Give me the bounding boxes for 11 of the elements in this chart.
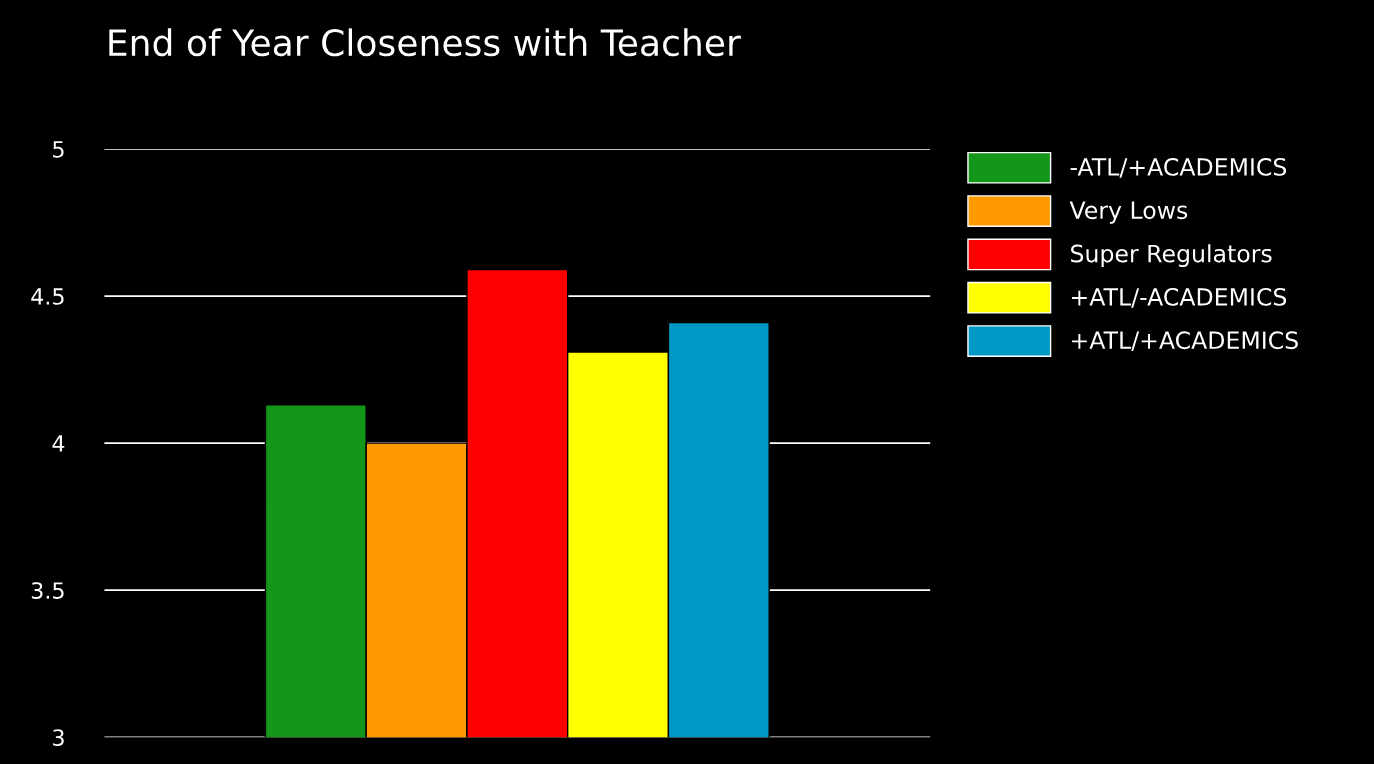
chart-title: End of Year Closeness with Teacher — [109, 28, 741, 57]
legend-label: Very Lows — [1069, 201, 1188, 224]
y-tick-label: 3.5 — [31, 582, 64, 599]
legend-label: +ATL/+ACADEMICS — [1071, 331, 1298, 351]
legend-label: -ATL/+ACADEMICS — [1070, 157, 1287, 178]
y-tick-label: 4.5 — [31, 288, 64, 305]
y-tick-label: 5 — [53, 141, 64, 158]
y-tick-label: 3 — [53, 729, 64, 747]
legend-label: +ATL/-ACADEMICS — [1071, 287, 1287, 308]
legend-label: Super Regulators — [1071, 244, 1272, 268]
y-tick-label: 4 — [52, 435, 65, 452]
